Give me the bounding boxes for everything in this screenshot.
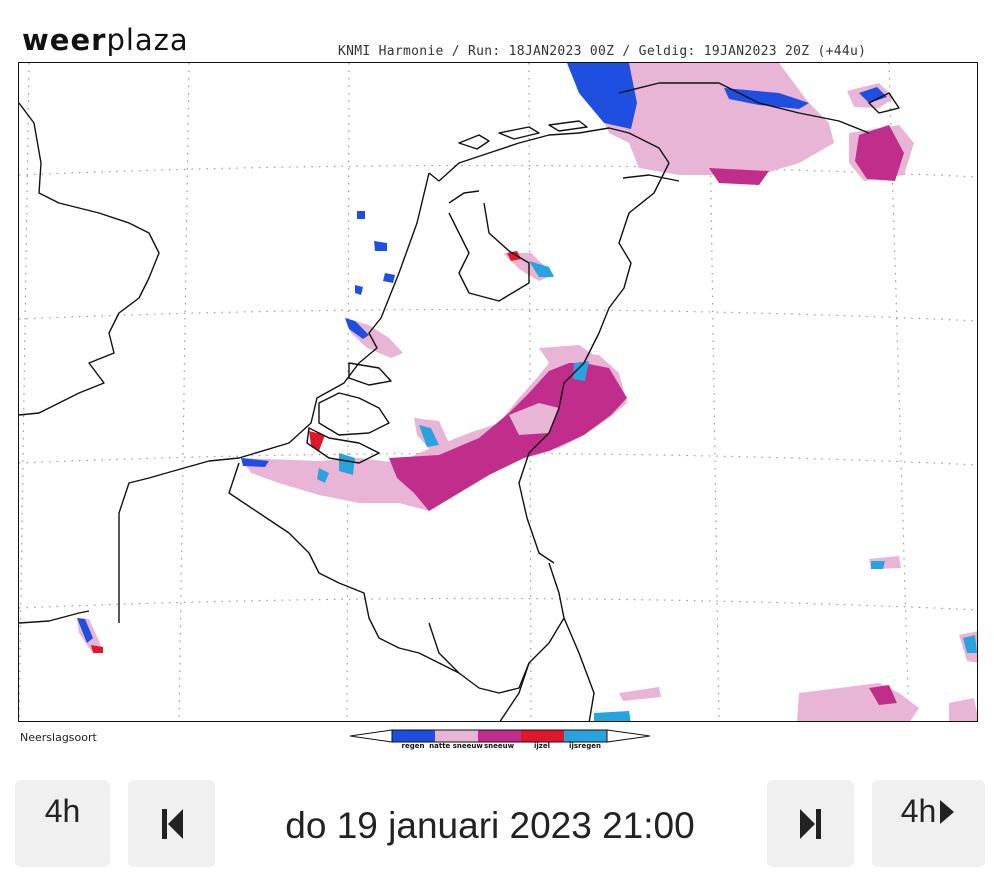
model-run-info: KNMI Harmonie / Run: 18JAN2023 00Z / Gel… (338, 44, 867, 59)
back-4h-button[interactable]: 4h (15, 780, 110, 867)
forward-4h-button[interactable]: 4h (872, 780, 985, 867)
legend-label-ijzel: ijzel (533, 742, 551, 750)
skip-forward-icon (799, 808, 821, 839)
last-frame-button[interactable] (767, 780, 854, 867)
precipitation-legend: regen natte sneeuw sneeuw ijzel ijsregen (349, 728, 651, 754)
weerplaza-logo: weerplaza (22, 23, 189, 57)
legend-swatch-natte-sneeuw (435, 730, 478, 742)
graticule (19, 63, 977, 721)
legend-label-regen: regen (401, 742, 425, 750)
legend-label-natte-sneeuw: natte sneeuw (429, 742, 483, 750)
legend-swatch-regen (392, 730, 435, 742)
map-caption: Neerslagsoort (20, 731, 97, 744)
legend-swatch-ijzel (521, 730, 564, 742)
legend-swatch-sneeuw (478, 730, 521, 742)
coastlines-borders (19, 82, 900, 721)
skip-back-icon (161, 808, 183, 839)
current-datetime: do 19 januari 2023 21:00 (285, 805, 695, 846)
precipitation-type-map (18, 62, 978, 722)
play-icon (940, 799, 955, 824)
back-4h-label: 4h (44, 793, 81, 829)
legend-label-sneeuw: sneeuw (483, 742, 515, 750)
forward-4h-label: 4h (900, 793, 937, 829)
legend-label-ijsregen: ijsregen (569, 742, 601, 750)
legend-swatch-ijsregen (564, 730, 607, 742)
precipitation-areas (77, 63, 977, 721)
legend-colorbar (349, 729, 651, 743)
map-canvas (19, 63, 977, 721)
first-frame-button[interactable] (128, 780, 215, 867)
